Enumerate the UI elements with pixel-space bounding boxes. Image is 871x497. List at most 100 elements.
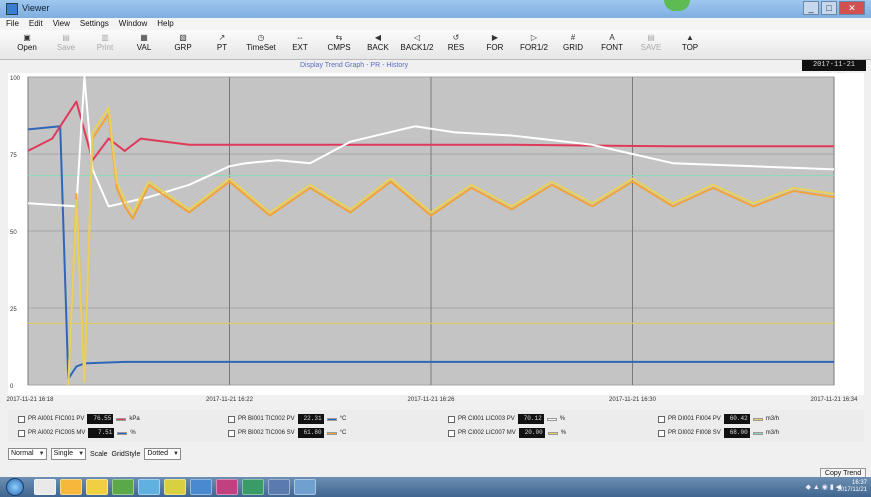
toolbar-button-label: Open: [17, 43, 37, 52]
gridstyle-select[interactable]: Dotted ▼: [144, 448, 181, 460]
toolbar-button-label: FOR: [486, 43, 504, 52]
legend-checkbox[interactable]: [658, 415, 665, 423]
top-icon: ▲: [686, 33, 694, 42]
trend-chart[interactable]: 100 75 50 25 0: [8, 73, 864, 395]
legend-checkbox[interactable]: [448, 429, 455, 437]
series-line-1: [27, 100, 834, 162]
toolbar-button-label: RES: [447, 43, 465, 52]
menu-file[interactable]: File: [6, 19, 19, 28]
toolbar-res-button[interactable]: ↺ RES: [437, 32, 475, 58]
legend-unit: kPa: [129, 416, 140, 422]
legend-entry[interactable]: PR AI002 FIC005 MV 7.51%: [18, 427, 136, 439]
legend-unit: m3/h: [765, 430, 780, 436]
toolbar-timeset-button[interactable]: ◷ TimeSet: [242, 32, 280, 58]
toolbar-button-label: FOR1/2: [519, 43, 548, 52]
menu-window[interactable]: Window: [118, 19, 148, 28]
reset-icon: ↺: [452, 33, 460, 42]
legend-color-swatch: [547, 431, 558, 435]
legend-checkbox[interactable]: [18, 429, 25, 437]
toolbar-button-label: CMPS: [327, 43, 351, 52]
toolbar-print-button[interactable]: ▥ Print: [86, 32, 124, 58]
y-tick-label: 0: [10, 384, 14, 390]
toolbar-back-button[interactable]: ◀ BACK: [359, 32, 397, 58]
legend-checkbox[interactable]: [228, 429, 235, 437]
legend-color-swatch: [546, 417, 557, 421]
legend-checkbox[interactable]: [448, 415, 455, 423]
legend-checkbox[interactable]: [228, 415, 235, 423]
legend-entry[interactable]: PR BI001 TIC002 PV 22.31 °C: [228, 413, 346, 425]
title-bar: Viewer _ □ ✕: [0, 0, 871, 18]
legend-tag-name: PR CI002 LIC007 MV: [458, 430, 516, 436]
toolbar-for-button[interactable]: ▶ FOR: [476, 32, 514, 58]
close-button[interactable]: ✕: [839, 1, 865, 15]
trend-plot[interactable]: 100 75 50 25 0: [8, 73, 864, 395]
taskbar-clock[interactable]: 16:37 2017/11/21: [837, 480, 867, 494]
toolbar-button-label: GRP: [174, 43, 192, 52]
toolbar-for1-2-button[interactable]: ▷ FOR1/2: [515, 32, 553, 58]
legend-panel: PR AI001 FIC001 PV 76.55 kPa PR BI001 TIC00…: [8, 410, 864, 442]
app-taskbar-icon[interactable]: [112, 479, 134, 495]
y-tick-label: 100: [10, 76, 21, 82]
toolbar-grid-button[interactable]: # GRID: [554, 32, 592, 58]
legend-entry[interactable]: PR CI001 LIC003 PV 70.12%: [448, 413, 565, 425]
toolbar-font-button[interactable]: A FONT: [593, 32, 631, 58]
app-taskbar-icon[interactable]: [268, 479, 290, 495]
clock-display: 2017-11-21 16:37: [802, 60, 866, 80]
toolbar-back1-2-button[interactable]: ◁ BACK1/2: [398, 32, 436, 58]
chevron-down-icon: ▼: [38, 451, 45, 457]
toolbar-save-button[interactable]: ▤ Save: [47, 32, 85, 58]
app-taskbar-icon[interactable]: [242, 479, 264, 495]
gridstyle-value: Dotted: [147, 450, 168, 457]
explorer-taskbar-icon[interactable]: [34, 479, 56, 495]
x-tick-label: 2017-11-21 16:34: [810, 397, 858, 403]
trend-viewer-taskbar-icon[interactable]: [294, 479, 316, 495]
back-icon: ◀: [374, 33, 382, 42]
folder-taskbar-icon[interactable]: [60, 479, 82, 495]
legend-tag-name: PR CI001 LIC003 PV: [458, 416, 515, 422]
chevron-down-icon: ▼: [173, 451, 179, 457]
scale-select[interactable]: Single ▼: [50, 448, 87, 460]
app-taskbar-icon[interactable]: [86, 479, 108, 495]
toolbar-button-label: FONT: [601, 43, 623, 52]
legend-color-swatch: [326, 431, 337, 435]
legend-entry[interactable]: PR DI002 FI008 SV 68.00 m3/h: [658, 427, 779, 439]
mode-select[interactable]: Normal ▼: [8, 448, 47, 460]
app-taskbar-icon[interactable]: [164, 479, 186, 495]
legend-unit: m3/h: [765, 416, 780, 422]
x-tick-label: 2017-11-21 16:30: [609, 397, 656, 403]
legend-value: 76.55: [87, 414, 114, 424]
toolbar-button-label: BACK: [367, 43, 389, 52]
toolbar-val-button[interactable]: ▦ VAL: [125, 32, 163, 58]
legend-checkbox[interactable]: [658, 429, 665, 437]
toolbar-save-button[interactable]: ▤ SAVE: [632, 32, 670, 58]
app-taskbar-icon[interactable]: [216, 479, 238, 495]
menu-view[interactable]: View: [52, 19, 70, 28]
legend-tag-name: PR DI001 FI004 PV: [668, 416, 721, 422]
legend-entry[interactable]: PR BI002 TIC006 SV 61.80 °C: [228, 427, 346, 439]
legend-entry[interactable]: PR AI001 FIC001 PV 76.55 kPa: [18, 413, 140, 425]
toolbar-pt-button[interactable]: ↗ PT: [203, 32, 241, 58]
toolbar-grp-button[interactable]: ▧ GRP: [164, 32, 202, 58]
minimize-button[interactable]: _: [803, 1, 819, 15]
folder-icon: ▣: [23, 33, 31, 42]
menu-edit[interactable]: Edit: [28, 19, 43, 28]
system-tray-icons[interactable]: ◆ ▲ ◉ ▮ ◀: [805, 484, 841, 491]
toolbar-ext-button[interactable]: ⇔ EXT: [281, 32, 319, 58]
start-button[interactable]: [6, 478, 24, 496]
toolbar-cmps-button[interactable]: ⇆ CMPS: [320, 32, 358, 58]
toolbar-top-button[interactable]: ▲ TOP: [671, 32, 709, 58]
legend-entry[interactable]: PR CI002 LIC007 MV 20.00%: [448, 427, 566, 439]
toolbar-open-button[interactable]: ▣ Open: [8, 32, 46, 58]
legend-value: 70.12: [517, 414, 544, 424]
legend-entry[interactable]: PR DI001 FI004 PV 60.42 m3/h: [658, 413, 779, 425]
app-taskbar-icon[interactable]: [138, 479, 160, 495]
value-icon: ▦: [140, 33, 148, 42]
menu-settings[interactable]: Settings: [79, 19, 109, 28]
app-taskbar-icon[interactable]: [190, 479, 212, 495]
legend-checkbox[interactable]: [18, 415, 25, 423]
maximize-button[interactable]: □: [821, 1, 837, 15]
legend-value: 22.31: [297, 414, 324, 424]
menu-help[interactable]: Help: [157, 19, 174, 28]
forward-icon: ▶: [491, 33, 499, 42]
